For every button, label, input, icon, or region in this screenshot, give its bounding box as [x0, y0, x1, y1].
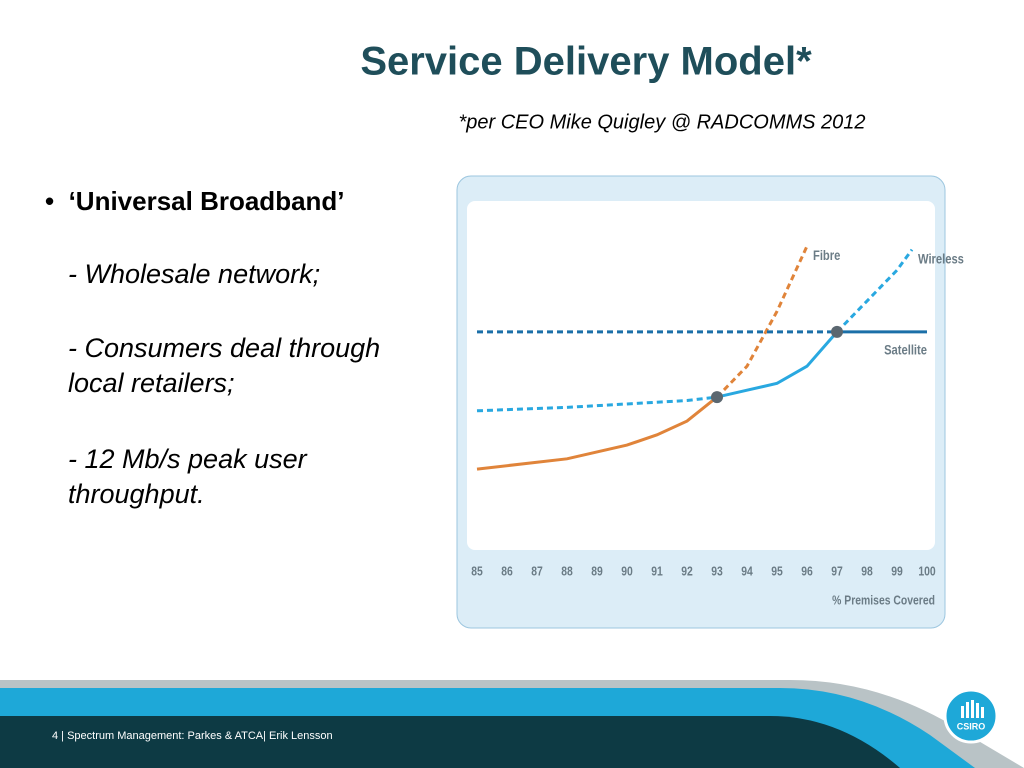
x-tick-label: 95: [771, 564, 783, 578]
logo-bars: [961, 700, 984, 718]
bullet-dot: •: [45, 186, 69, 216]
series-line: [835, 248, 914, 333]
x-tick-label: 98: [861, 564, 873, 578]
x-tick-label: 91: [651, 564, 663, 578]
footer-text: 4 | Spectrum Management: Parkes & ATCA| …: [52, 730, 333, 742]
slide-title: Service Delivery Model*: [360, 40, 812, 84]
junction-dot: [831, 325, 843, 338]
chart: 85 86 87 88 89 90 91 92 93 94 95 96 97 98 99 100 % Premi…: [471, 245, 964, 608]
series-line: [716, 330, 839, 399]
x-tick-label: 87: [531, 564, 543, 578]
item: - Wholesale network;: [68, 259, 321, 289]
x-tick-label: 85: [471, 564, 483, 578]
x-tick-label: 97: [831, 564, 843, 578]
bullet-text: ‘Universal Broadband’: [68, 186, 345, 216]
x-tick-label: 90: [621, 564, 633, 578]
x-tick-label: 94: [741, 564, 753, 578]
x-tick-label: 96: [801, 564, 813, 578]
series-line: [476, 395, 718, 413]
footer-band: [0, 716, 900, 768]
item: - Consumers deal through local retailers…: [68, 333, 381, 398]
logo-text: CSIRO: [957, 721, 986, 731]
x-tick-label: 86: [501, 564, 513, 578]
plot-area: [467, 201, 935, 550]
series-line: [476, 395, 718, 471]
bullet: • ‘Universal Broadband’: [45, 184, 345, 219]
legend-label: Wireless: [918, 251, 964, 266]
item: - 12 Mb/s peak user throughput.: [68, 444, 307, 509]
x-tick-label: 100: [918, 564, 936, 578]
x-tick-label: 99: [891, 564, 903, 578]
x-tick-label: 89: [591, 564, 603, 578]
x-axis-label: % Premises Covered: [832, 593, 935, 607]
x-tick-label: 88: [561, 564, 573, 578]
x-tick-label: 92: [681, 564, 693, 578]
junction-dot: [711, 391, 723, 404]
series-line: [715, 245, 809, 399]
x-tick-label: 93: [711, 564, 723, 578]
legend-label: Satellite: [884, 342, 927, 357]
legend-label: Fibre: [813, 248, 840, 263]
slide-subtitle: *per CEO Mike Quigley @ RADCOMMS 2012: [458, 111, 865, 133]
